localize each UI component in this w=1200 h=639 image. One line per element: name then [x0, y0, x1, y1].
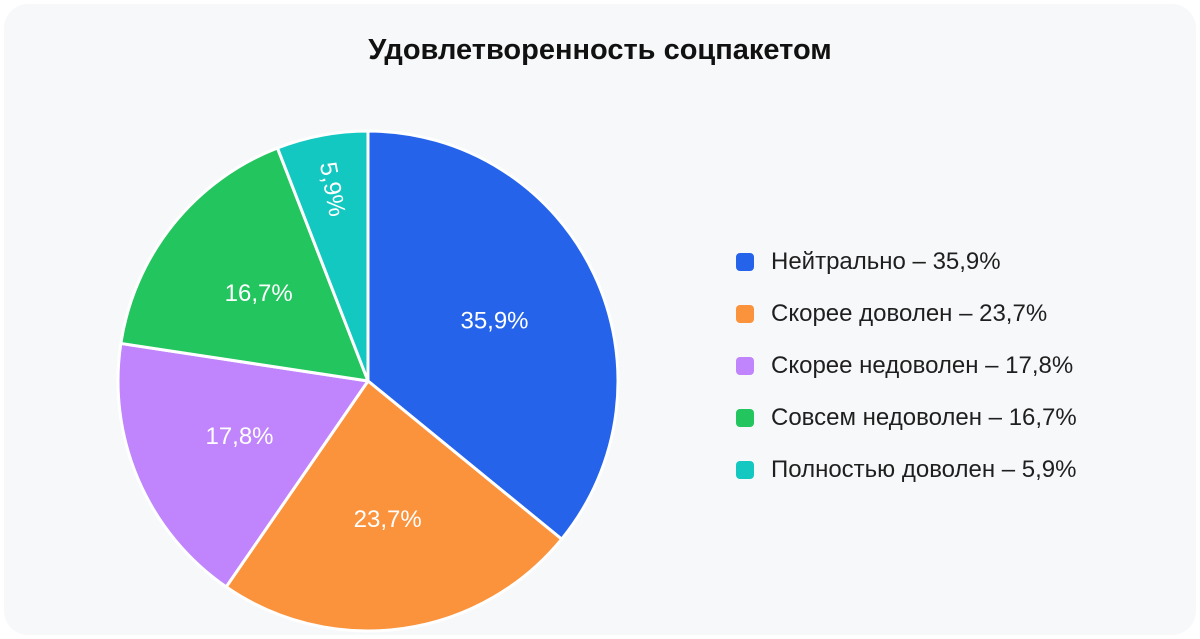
legend-item-rather-satisfied: Скорее доволен – 23,7% — [736, 288, 1077, 340]
legend-label: Скорее доволен – 23,7% — [771, 300, 1048, 327]
pie-slice-neutral — [366, 129, 620, 541]
pie-slice-rather-dissatisfied — [116, 341, 370, 589]
pie-chart: 35,9%23,7%17,8%16,7%5,9% — [116, 129, 620, 633]
legend-label: Скорее недоволен – 17,8% — [771, 352, 1074, 379]
chart-card: Удовлетворенность соцпакетом 35,9% 23,7% 1… — [4, 4, 1196, 635]
pie-slice-rather-satisfied — [224, 379, 564, 633]
legend-item-neutral: Нейтрально – 35,9% — [736, 236, 1077, 288]
legend-item-fully-satisfied: Полностью доволен – 5,9% — [736, 444, 1077, 496]
legend-label: Полностью доволен – 5,9% — [771, 456, 1077, 483]
legend-item-rather-dissatisfied: Скорее недоволен – 17,8% — [736, 340, 1077, 392]
pie-slice-label-rather-satisfied: 23,7% — [354, 506, 422, 533]
legend: Нейтрально – 35,9% Скорее доволен – 23,7… — [736, 236, 1077, 496]
legend-label: Нейтрально – 35,9% — [771, 248, 1001, 275]
chart-title: Удовлетворенность соцпакетом — [368, 34, 832, 66]
pie-slice-label-totally-dissatisfied: 16,7% — [225, 280, 293, 307]
legend-swatch — [736, 357, 754, 375]
pie-slice-fully-satisfied — [275, 129, 370, 383]
legend-swatch — [736, 409, 754, 427]
pie-slice-label-neutral: 35,9% — [460, 308, 528, 335]
legend-label: Совсем недоволен – 16,7% — [771, 404, 1077, 431]
legend-item-totally-dissatisfied: Совсем недоволен – 16,7% — [736, 392, 1077, 444]
pie-slice-totally-dissatisfied — [119, 146, 370, 383]
legend-swatch — [736, 461, 754, 479]
legend-swatch — [736, 253, 754, 271]
pie-slice-label-rather-dissatisfied: 17,8% — [205, 423, 273, 450]
legend-swatch — [736, 305, 754, 323]
